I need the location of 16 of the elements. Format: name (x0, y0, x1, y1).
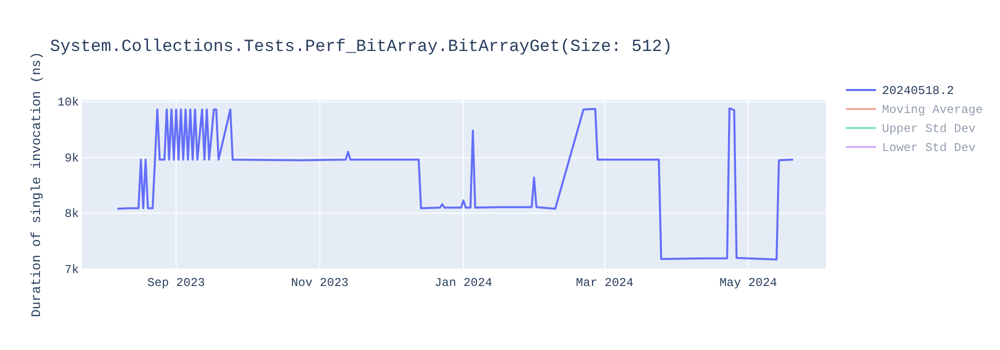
y-tick-label: 9k (64, 151, 79, 166)
x-tick-label: Jan 2024 (434, 276, 492, 290)
y-tick-label: 7k (64, 263, 79, 277)
legend-label: Moving Average (882, 103, 983, 117)
line-series (116, 107, 794, 261)
x-tick-label: Sep 2023 (147, 276, 205, 290)
legend-label: Lower Std Dev (882, 141, 976, 155)
x-tick-label: Mar 2024 (576, 276, 634, 290)
chart-title: System.Collections.Tests.Perf_BitArray.BitArrayGet(Size: 512) (50, 38, 672, 57)
y-tick-label: 8k (64, 207, 79, 222)
x-tick-label: Nov 2023 (290, 276, 349, 290)
y-tick-label: 10k (57, 96, 79, 110)
x-tick-label: May 2024 (720, 276, 778, 290)
legend-label: Upper Std Dev (882, 122, 976, 136)
y-axis-title: Duration of single invocation (ns) (29, 52, 44, 318)
legend-label: 20240518.2 (882, 84, 954, 98)
